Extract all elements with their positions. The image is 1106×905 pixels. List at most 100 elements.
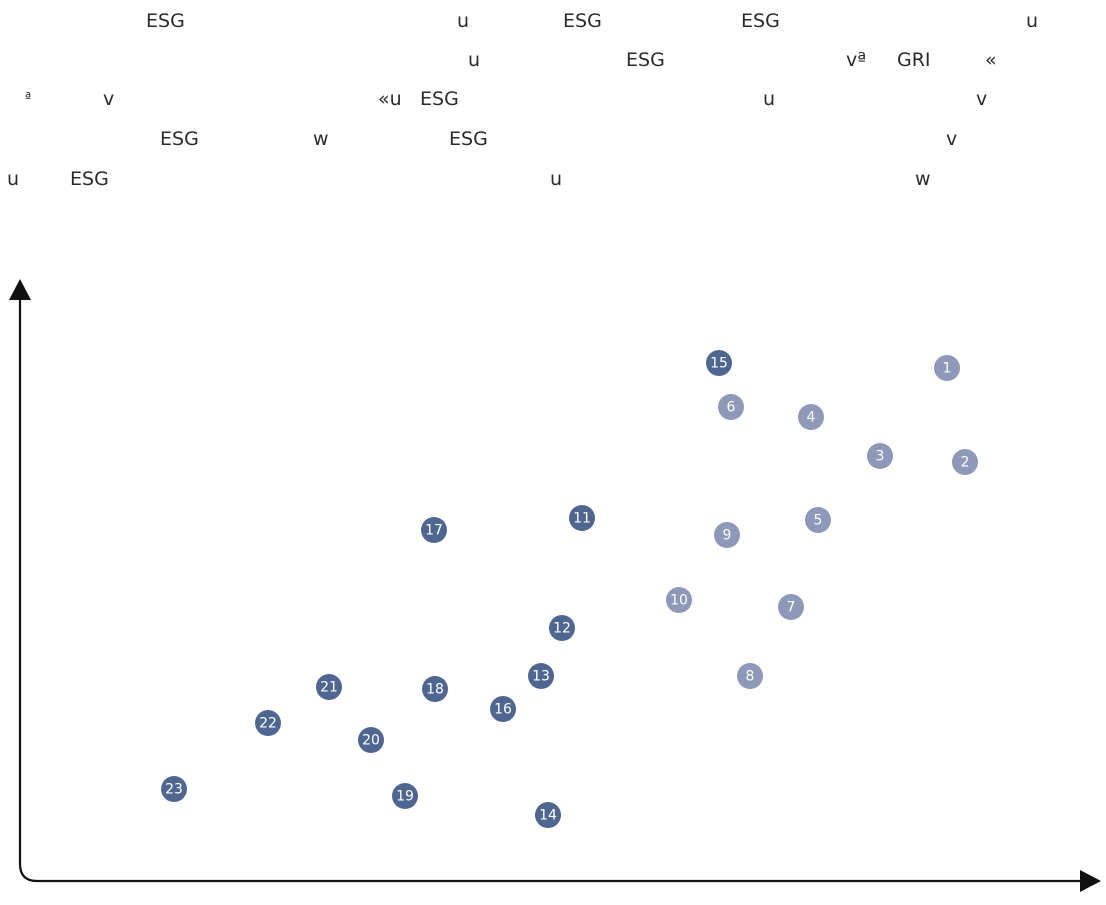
text-fragment: w: [915, 168, 931, 190]
scatter-point-marker: [666, 587, 692, 613]
scatter-point: 23: [161, 776, 187, 802]
scatter-point: 18: [422, 676, 448, 702]
scatter-point-marker: [161, 776, 187, 802]
text-fragment: u: [7, 168, 20, 190]
chart-axis-line: [18, 292, 1088, 883]
scatter-point: 7: [778, 594, 804, 620]
scatter-point: 1: [934, 355, 960, 381]
scatter-point-label: 16: [494, 702, 512, 718]
text-fragment: ESG: [626, 49, 665, 71]
scatter-point: 19: [392, 783, 418, 809]
text-fragment: ESG: [160, 128, 199, 150]
scatter-point-marker: [255, 710, 281, 736]
scatter-point: 17: [421, 517, 447, 543]
scatter-point-label: 8: [746, 669, 755, 685]
scatter-point-marker: [714, 522, 740, 548]
scatter-point-label: 6: [727, 400, 736, 416]
text-fragment: ESG: [563, 10, 602, 32]
text-fragment: u: [763, 88, 776, 110]
scatter-point: 8: [737, 663, 763, 689]
text-fragment: u: [468, 49, 481, 71]
scatter-point: 12: [549, 615, 575, 641]
scatter-point: 13: [528, 663, 554, 689]
text-fragment: v: [976, 88, 988, 110]
text-fragment: ESG: [70, 168, 109, 190]
y-axis-arrow-icon: [9, 279, 31, 300]
text-fragment: GRI: [897, 49, 931, 71]
scatter-point-label: 19: [396, 789, 414, 805]
scatter-point: 4: [798, 404, 824, 430]
scatter-point-label: 1: [943, 361, 952, 377]
scatter-point-label: 4: [807, 410, 816, 426]
scatter-point-label: 12: [553, 621, 571, 637]
scatter-point-label: 7: [787, 600, 796, 616]
scatter-point: 9: [714, 522, 740, 548]
text-fragment: v: [103, 88, 115, 110]
scatter-point-label: 13: [532, 669, 550, 685]
text-fragment: v: [946, 128, 958, 150]
text-fragment: w: [313, 128, 329, 150]
scatter-point: 16: [490, 696, 516, 722]
scatter-point: 22: [255, 710, 281, 736]
scatter-point-marker: [934, 355, 960, 381]
scatter-point-marker: [392, 783, 418, 809]
scatter-point-marker: [549, 615, 575, 641]
scatter-point: 10: [666, 587, 692, 613]
text-fragment: ESG: [741, 10, 780, 32]
scatter-point-marker: [737, 663, 763, 689]
scatter-point-label: 22: [259, 716, 277, 732]
intro-text-block: ESG u ESG ESG u u ESG vª GRI « ª v «u ES…: [0, 0, 1106, 220]
scatter-point-label: 3: [876, 449, 885, 465]
scatter-point-marker: [422, 676, 448, 702]
scatter-point-marker: [805, 507, 831, 533]
scatter-point: 2: [952, 449, 978, 475]
scatter-point-marker: [778, 594, 804, 620]
scatter-chart-container: 1 2 3 4 5 6 7 8 9 10 11 12 13 14 15 16 17 18 19 20 21 22 23: [0, 270, 1106, 901]
scatter-point: 15: [706, 350, 732, 376]
scatter-point-label: 23: [165, 782, 183, 798]
text-fragment: «u: [378, 88, 402, 110]
scatter-point-label: 14: [539, 808, 557, 824]
x-axis-arrow-icon: [1080, 870, 1101, 892]
scatter-point-label: 10: [670, 593, 688, 609]
scatter-point-label: 15: [710, 356, 728, 372]
text-fragment: u: [550, 168, 563, 190]
text-fragment: ESG: [146, 10, 185, 32]
scatter-point-marker: [358, 727, 384, 753]
scatter-point-marker: [867, 443, 893, 469]
scatter-point-label: 21: [320, 680, 338, 696]
scatter-point-label: 9: [723, 528, 732, 544]
scatter-point-label: 18: [426, 682, 444, 698]
scatter-point-label: 11: [573, 511, 591, 527]
text-fragment: u: [457, 10, 470, 32]
scatter-point-marker: [421, 517, 447, 543]
scatter-point-label: 20: [362, 733, 380, 749]
scatter-point-label: 2: [961, 455, 970, 471]
scatter-point-marker: [569, 505, 595, 531]
text-fragment: «: [985, 49, 997, 71]
text-fragment: ESG: [420, 88, 459, 110]
scatter-point: 14: [535, 802, 561, 828]
scatter-point-marker: [490, 696, 516, 722]
scatter-point-marker: [952, 449, 978, 475]
text-fragment: vª: [846, 49, 867, 71]
scatter-point: 3: [867, 443, 893, 469]
scatter-point-marker: [706, 350, 732, 376]
scatter-point: 5: [805, 507, 831, 533]
scatter-point: 11: [569, 505, 595, 531]
scatter-point-marker: [718, 394, 744, 420]
scatter-point-marker: [528, 663, 554, 689]
scatter-point-marker: [798, 404, 824, 430]
scatter-point: 6: [718, 394, 744, 420]
scatter-point-label: 5: [814, 513, 823, 529]
scatter-point: 20: [358, 727, 384, 753]
scatter-point-label: 17: [425, 523, 443, 539]
scatter-point-marker: [316, 674, 342, 700]
text-fragment: u: [1026, 10, 1039, 32]
text-fragment: ª: [25, 91, 32, 106]
scatter-point-marker: [535, 802, 561, 828]
text-fragment: ESG: [449, 128, 488, 150]
scatter-point: 21: [316, 674, 342, 700]
